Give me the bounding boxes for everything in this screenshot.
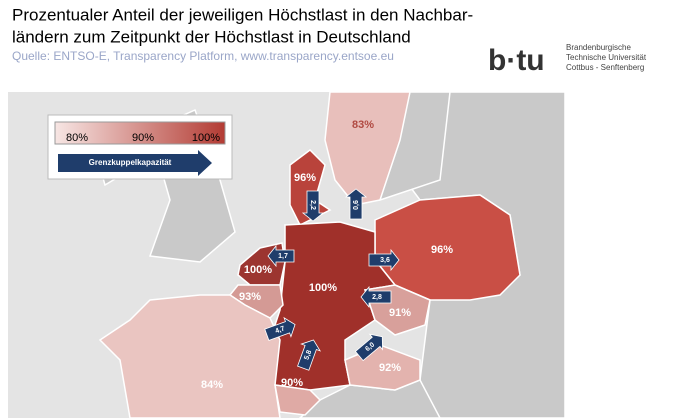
arrow-label: 0,6 <box>353 200 360 210</box>
flow-arrow: 3,6 <box>368 248 400 272</box>
region-label: 96% <box>431 244 453 256</box>
region-label: 96% <box>294 172 316 184</box>
arrow-label: 1,7 <box>278 253 288 260</box>
arrow-label: 5,8 <box>303 349 313 361</box>
logo-line: Technische Universität <box>566 53 647 62</box>
arrow-label: 6,0 <box>364 341 376 353</box>
region-label: 92% <box>379 362 401 374</box>
region-label: 100% <box>244 264 272 276</box>
logo-line: Cottbus - Senftenberg <box>566 63 644 72</box>
region-label: 83% <box>352 119 374 131</box>
map: 83% 96% 96% 100% 100% 93% 91% 92% 84% 90… <box>8 91 566 418</box>
flow-arrow: 2,2 <box>301 190 325 222</box>
region-label: 84% <box>201 379 223 391</box>
region-label: 100% <box>309 282 337 294</box>
logo-mark: b·tu <box>488 44 545 77</box>
flow-arrow: 1,7 <box>267 244 295 268</box>
flow-arrow: 5,8 <box>297 339 322 371</box>
legend-arrow-label: Grenzkuppelkapazität <box>89 158 172 167</box>
title-line: Prozentualer Anteil der jeweiligen Höchs… <box>12 5 473 24</box>
flow-arrow: 0,6 <box>344 188 368 220</box>
flow-arrow: 4,7 <box>264 316 296 341</box>
region-label: 93% <box>239 291 261 303</box>
legend-label: 90% <box>132 132 154 144</box>
arrow-label: 3,6 <box>380 257 390 264</box>
region-label: 90% <box>281 377 303 389</box>
flow-arrow: 6,0 <box>354 333 383 362</box>
legend: 80% 90% 100% Grenzkuppelkapazität <box>47 114 233 180</box>
logo-line: Brandenburgische <box>566 43 631 52</box>
flow-arrow: 2,8 <box>360 285 392 309</box>
source: Quelle: ENTSO-E, Transparency Platform, … <box>12 49 394 63</box>
arrow-label: 2,8 <box>372 294 382 301</box>
region-label: 91% <box>389 307 411 319</box>
arrow-label: 4,7 <box>274 325 286 335</box>
title-line: ländern zum Zeitpunkt der Höchstlast in … <box>12 27 411 46</box>
legend-label: 80% <box>66 132 88 144</box>
arrow-label: 2,2 <box>309 200 316 210</box>
legend-label: 100% <box>192 132 220 144</box>
